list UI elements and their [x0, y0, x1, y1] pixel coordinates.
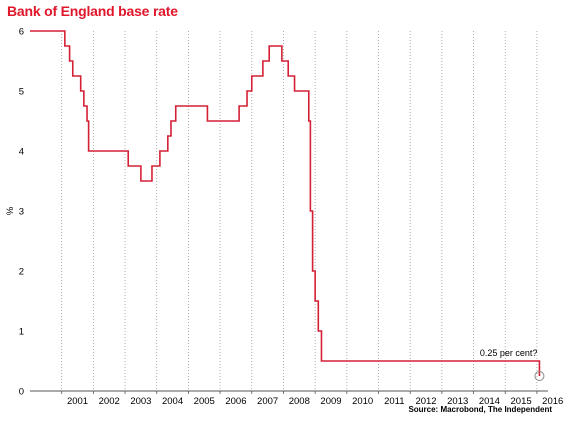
annotation-marker: [534, 371, 545, 381]
chart-title: Bank of England base rate: [7, 3, 178, 19]
y-tick-label: 0: [19, 387, 24, 398]
x-tick-label: 2001: [67, 396, 88, 407]
x-tick-label: 2009: [320, 396, 341, 407]
x-tick-label: 2014: [479, 396, 500, 407]
x-tick-label: 2012: [415, 396, 436, 407]
y-tick-label: 2: [19, 267, 24, 278]
chart-source: Source: Macrobond, The Independent: [408, 405, 552, 414]
series-line: [30, 30, 541, 376]
annotation-label: 0.25 per cent?: [480, 348, 538, 358]
y-axis-label: %: [5, 206, 16, 215]
x-tick-label: 2004: [162, 396, 183, 407]
y-tick-label: 3: [19, 207, 24, 218]
axes: [30, 390, 548, 394]
x-tick-label: 2003: [130, 396, 151, 407]
grid-lines: [61, 31, 538, 391]
y-tick-labels: 0 1 2 3 4 5 6: [19, 27, 24, 398]
x-tick-label: 2006: [225, 396, 246, 407]
y-tick-label: 1: [19, 327, 24, 338]
x-tick-label: 2007: [257, 396, 278, 407]
series-group: [30, 30, 541, 376]
x-tick-label: 2008: [289, 396, 310, 407]
x-tick-label: 2015: [511, 396, 532, 407]
y-tick-label: 4: [19, 147, 24, 158]
x-tick-label: 2005: [194, 396, 215, 407]
x-tick-label: 2010: [352, 396, 373, 407]
x-tick-label: 2016: [542, 396, 563, 407]
x-tick-label: 2011: [384, 396, 404, 407]
x-tick-labels: 2001 2002 2003 2004 2005 2006 2007 2008 2009 2010…: [67, 396, 563, 407]
y-tick-label: 6: [19, 27, 24, 38]
annotation-group: 0.25 per cent?: [480, 348, 545, 381]
y-tick-label: 5: [19, 87, 24, 98]
x-tick-label: 2002: [99, 396, 120, 407]
x-tick-label: 2013: [447, 396, 468, 407]
